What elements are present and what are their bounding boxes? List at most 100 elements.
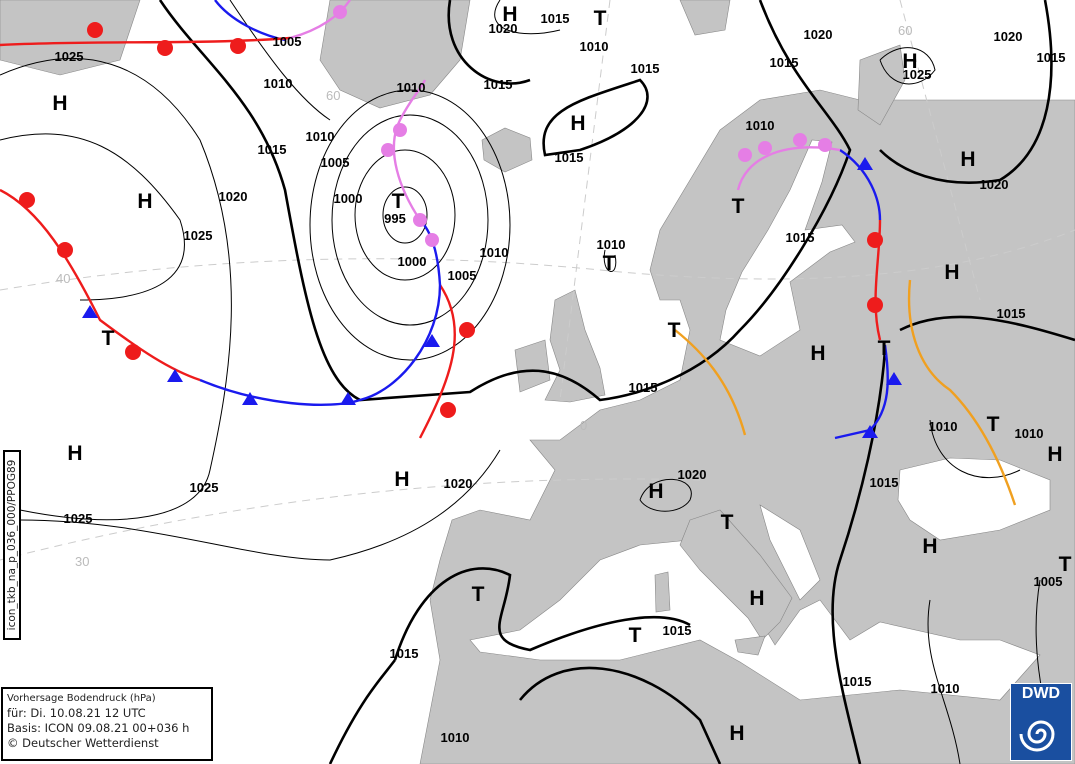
sea-adriatic [759,504,821,601]
dwd-logo: DWD [1010,683,1072,761]
graticule-line [559,0,611,401]
isobar-label: 1015 [997,306,1026,321]
isobar-1015 [328,659,397,764]
isobar-label: 1020 [980,177,1009,192]
isobar-line [929,419,1021,479]
high-pressure-center: H [922,535,937,558]
isobar-label: 1010 [597,237,626,252]
legend-valid-time: für: Di. 10.08.21 12 UTC [7,706,146,720]
high-pressure-center: H [67,442,82,465]
low-pressure-center: T [732,195,745,218]
occluded-front-symbol [413,213,427,227]
graticule-label: 60 [898,23,912,38]
isobar-label: 1025 [903,67,932,82]
isobar-label: 995 [384,211,406,226]
warm-front [874,219,882,341]
isobar-label: 1010 [929,419,958,434]
isobar-line [0,133,185,301]
isobar-label: 1010 [580,39,609,54]
low-pressure-center: T [594,7,607,30]
occluded-front-symbol [738,148,752,162]
logo-text: DWD [1021,685,1061,702]
warm-front-symbol [157,40,173,56]
isobar-1015 [831,349,887,764]
isobar-label: 1005 [448,268,477,283]
trough-line [674,329,747,436]
warm-front-symbol [440,402,456,418]
low-pressure-center: T [392,190,405,213]
graticule-line [899,0,981,301]
isobar-label: 1020 [489,21,518,36]
cold-front [199,219,442,407]
low-pressure-center: T [721,511,734,534]
isobar-1015 [879,0,1053,184]
warm-front-symbol [867,297,883,313]
isobar-label: 1015 [663,623,692,638]
cold-front [839,149,882,221]
isobar-label: 1025 [184,228,213,243]
isobar-line [19,449,501,561]
warm-front [0,188,201,382]
isobar-line [927,599,961,764]
isobar-label: 1010 [480,245,509,260]
graticule-label: 0 [580,418,587,433]
isobar-label: 1010 [746,118,775,133]
warm-front-symbol [19,192,35,208]
low-pressure-center: T [603,252,616,275]
warm-front-symbol [125,344,141,360]
isobar-label: 1015 [1037,50,1066,65]
low-pressure-center: T [878,337,891,360]
warm-front [418,284,457,439]
isobar-label: 1015 [484,77,513,92]
isobar-label: 1015 [843,674,872,689]
high-pressure-center: H [749,587,764,610]
product-id-text: icon_tkb_na_p_036_000/PPOG89 [6,459,18,631]
cold-front-symbol [340,392,356,405]
occluded-front-symbol [393,123,407,137]
isobar-1015 [393,567,691,661]
isobar-label: 1020 [678,467,707,482]
land-ireland [514,339,551,393]
occluded-front-symbol [333,5,347,19]
isobar-line [229,0,331,121]
isobar-label: 1010 [441,730,470,745]
high-pressure-center: H [729,722,744,745]
cold-front-symbol [167,369,183,382]
low-pressure-center: T [629,624,642,647]
isobar-label: 1010 [306,129,335,144]
isobar-line [494,0,561,35]
warm-front-symbol [230,38,246,54]
isobar-1015 [447,0,531,85]
occluded-front [289,0,351,40]
isobar-line [639,478,692,512]
cold-front-symbol [82,305,98,318]
occluded-front-symbol [758,141,772,155]
isobar-1015 [158,0,852,402]
cold-front-symbol [862,425,878,438]
isobar-line [382,186,428,244]
land-novaya-zemlya [857,44,906,126]
isobar-1015 [899,315,1075,342]
isobar-label: 1005 [273,34,302,49]
low-pressure-center: T [987,413,1000,436]
land-greenland [319,0,471,109]
land-sardinia [654,571,671,613]
isobar-label: 1015 [629,380,658,395]
legend-copyright: © Deutscher Wetterdienst [7,736,159,750]
land-iceland [481,127,533,173]
high-pressure-center: H [394,468,409,491]
isobar-line [879,47,936,85]
high-pressure-center: H [52,92,67,115]
high-pressure-center: H [810,342,825,365]
isobar-label: 1015 [258,142,287,157]
isobar-label: 1000 [398,254,427,269]
warm-front [0,36,291,47]
occluded-front-symbol [793,133,807,147]
isobar-1015 [542,78,649,157]
product-id-label: icon_tkb_na_p_036_000/PPOG89 [3,450,21,640]
isobar-label: 1020 [219,189,248,204]
high-pressure-center: H [902,50,917,73]
isobar-label: 1015 [390,646,419,661]
